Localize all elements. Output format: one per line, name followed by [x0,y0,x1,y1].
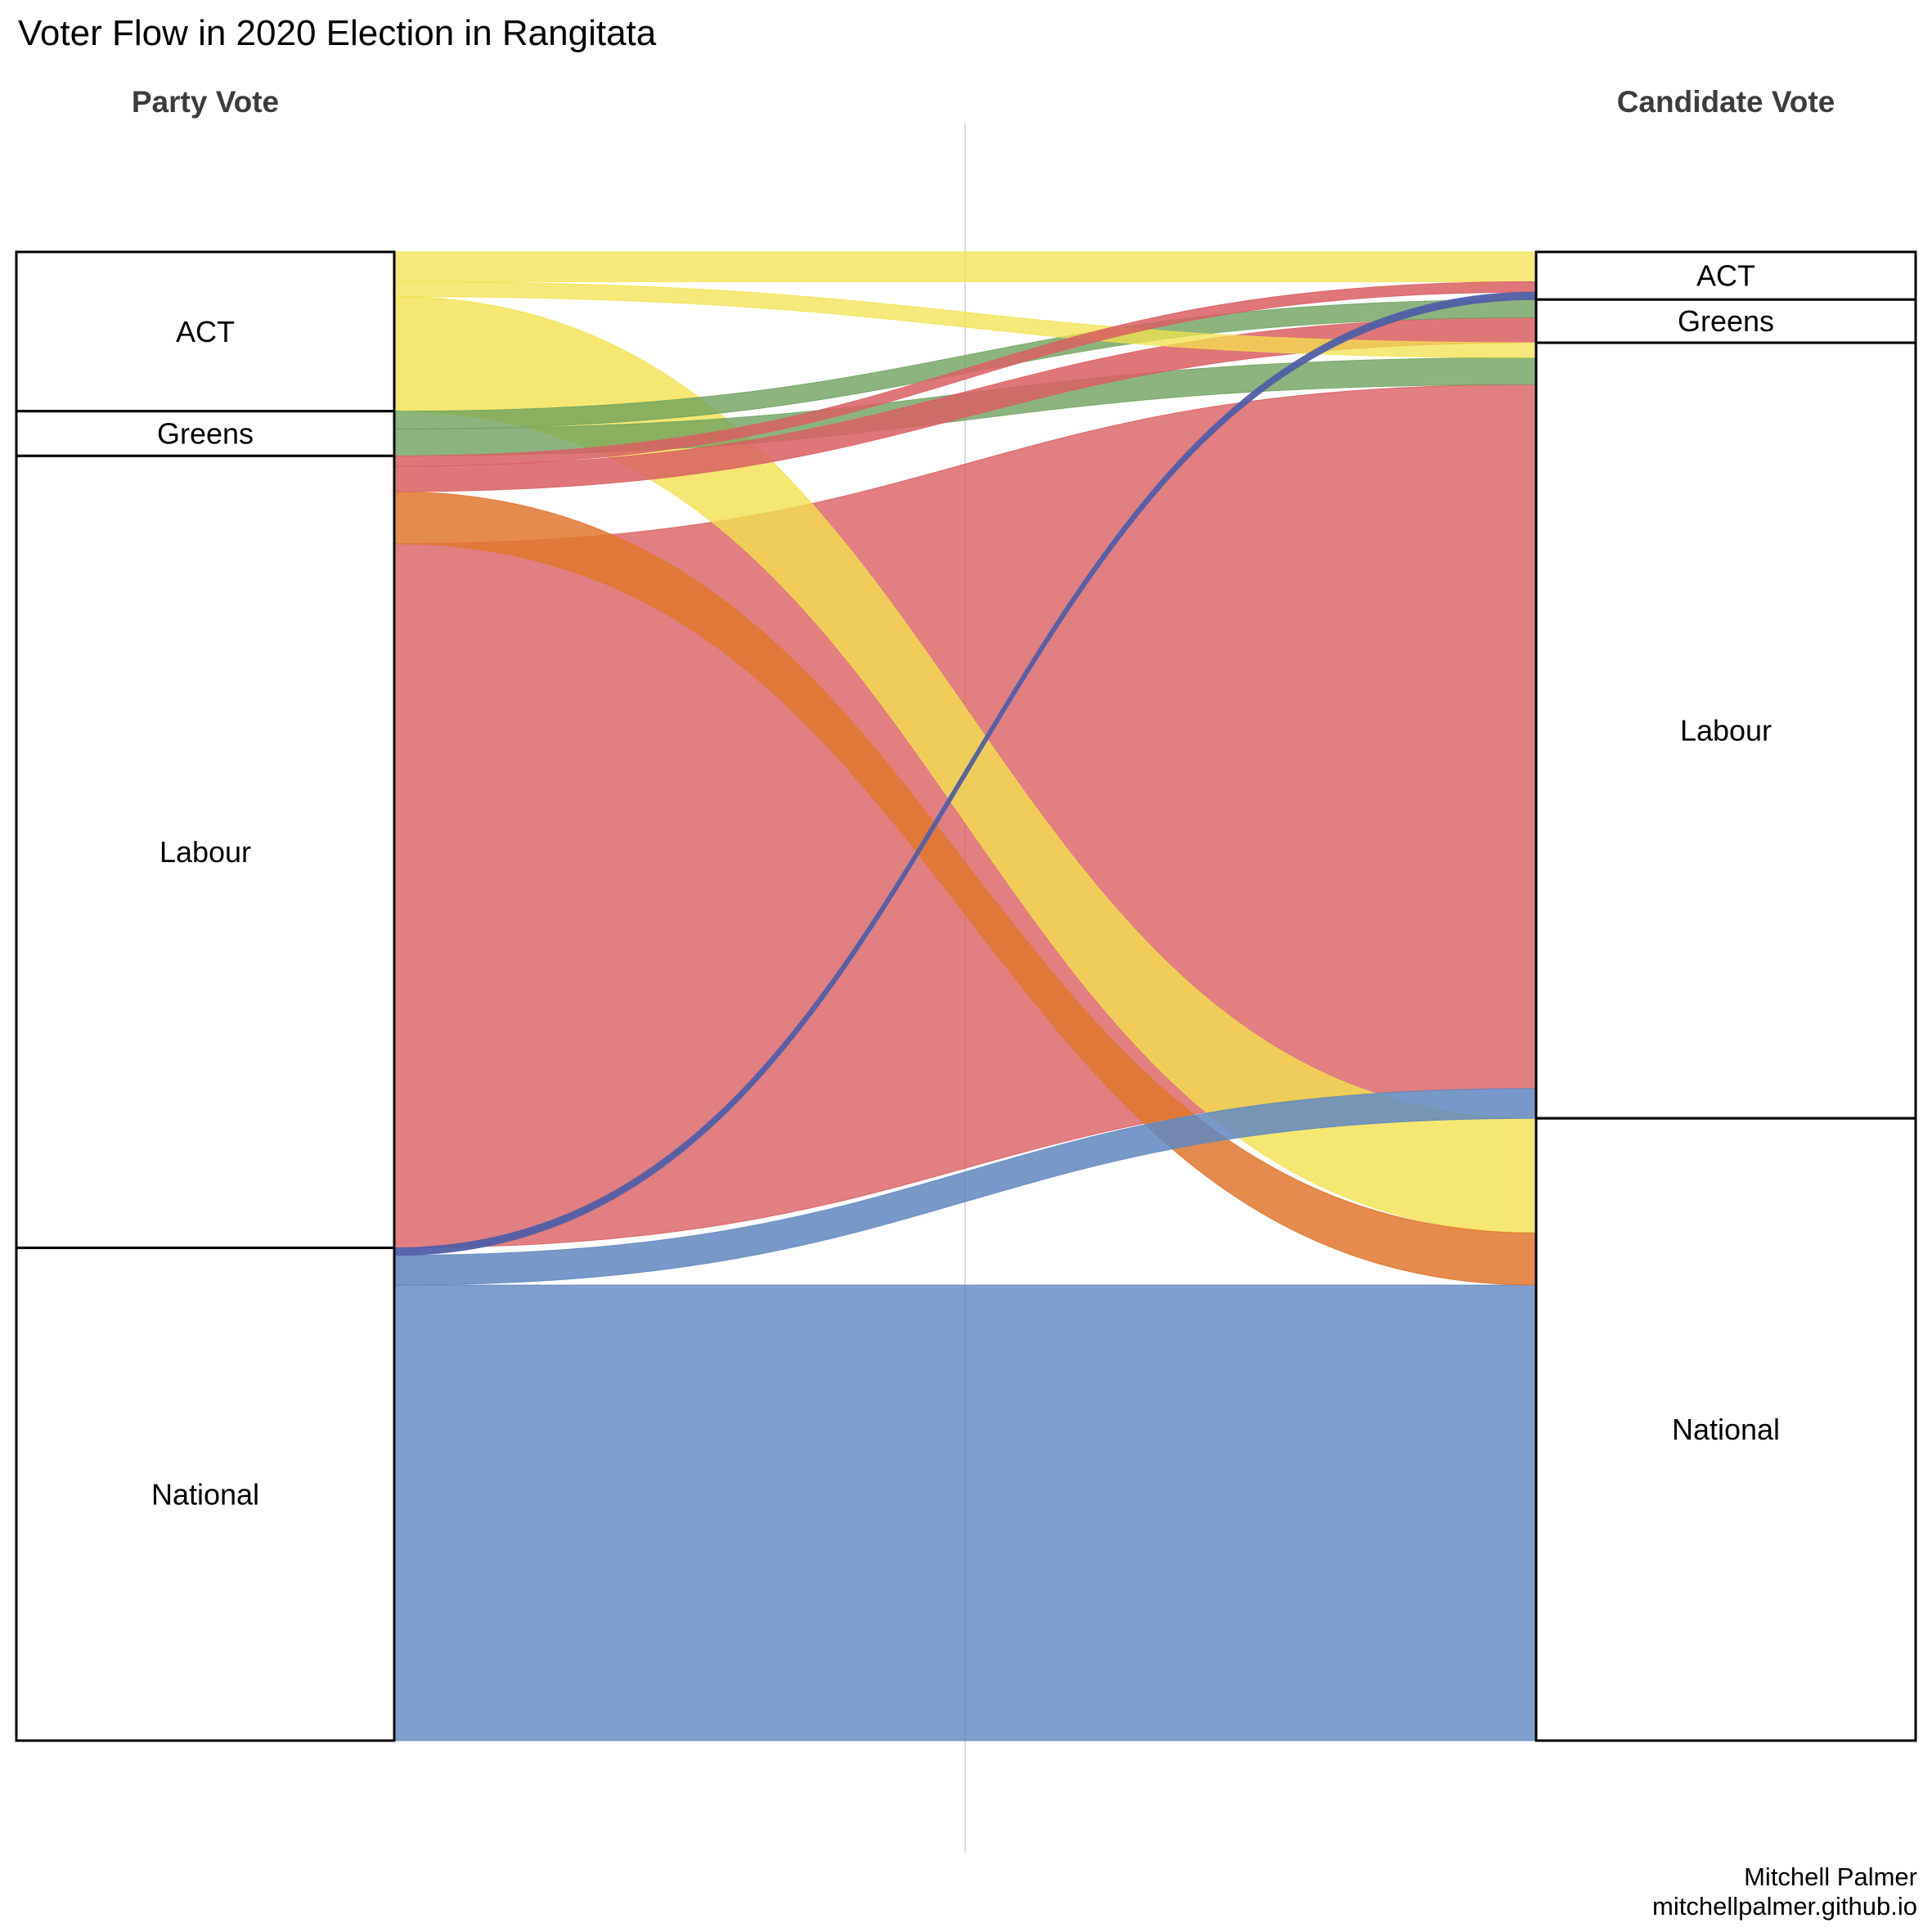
page-title: Voter Flow in 2020 Election in Rangitata [18,13,657,53]
attribution-site: mitchellpalmer.github.io [1652,1892,1917,1921]
attribution: Mitchell Palmer mitchellpalmer.github.io [1652,1862,1917,1922]
node-candidate-vote-greens-label: Greens [1678,304,1774,338]
right-axis-title: Candidate Vote [1616,85,1835,119]
node-candidate-vote-labour [1534,341,1917,1120]
node-candidate-vote-national [1534,1117,1917,1742]
node-party-vote-national [15,1247,396,1742]
node-party-vote-greens [15,410,396,457]
node-party-vote-act-label: ACT [176,315,235,348]
node-candidate-vote-greens [1534,298,1917,344]
flow-national-to-national [393,1284,1537,1741]
node-candidate-vote-labour-label: Labour [1680,714,1772,748]
node-party-vote-greens-label: Greens [157,417,254,451]
node-candidate-vote-national-label: National [1672,1413,1780,1446]
node-party-vote-national-label: National [151,1477,259,1511]
node-candidate-vote-act-label: ACT [1696,259,1755,293]
attribution-author: Mitchell Palmer [1744,1862,1917,1891]
flow-act-to-act [393,251,1537,282]
node-party-vote-labour-label: Labour [160,835,251,869]
left-axis-title: Party Vote [131,85,280,119]
node-candidate-vote-act [1534,250,1917,301]
